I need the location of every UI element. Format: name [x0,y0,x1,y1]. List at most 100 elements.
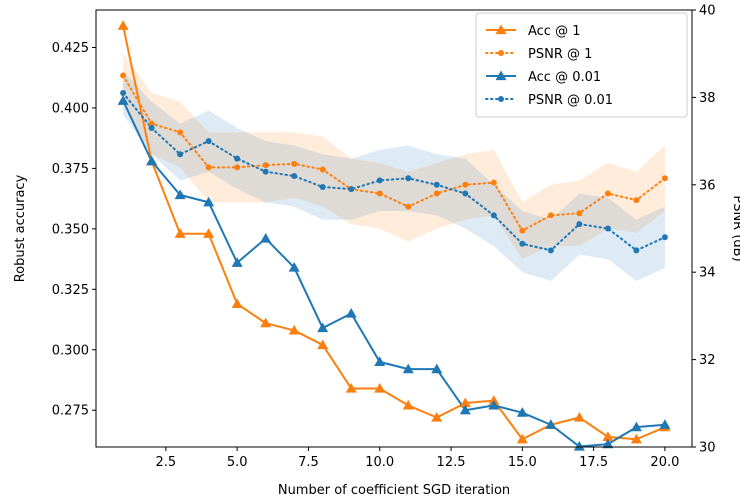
data-point [120,90,127,97]
data-point [203,196,215,207]
y-axis-label: Robust accuracy [13,174,28,282]
data-point [661,234,668,241]
data-point [148,120,155,127]
data-point [402,363,414,374]
data-point [348,186,355,193]
x-tick-label: 12.5 [437,455,466,470]
data-point [174,228,186,238]
data-point [262,168,269,175]
data-point [177,129,184,136]
y2-tick-label: 36 [699,178,716,193]
data-point [231,257,243,267]
y2-tick-label: 40 [699,4,716,19]
legend-label: PSNR @ 0.01 [528,93,613,108]
data-point [516,407,528,417]
data-point [661,175,668,182]
data-point [376,190,383,197]
data-point [576,221,583,228]
y2-tick-label: 32 [699,353,716,368]
data-point [291,160,298,167]
data-point [488,399,500,410]
y-tick-label: 0.300 [52,343,89,358]
x-tick-label: 10.0 [365,455,394,470]
data-point [459,397,471,408]
data-point [317,339,329,350]
data-point [120,72,127,79]
data-point [291,173,298,180]
y2-tick-label: 38 [699,91,716,106]
data-point [177,151,184,158]
data-point [633,247,640,254]
data-point [260,233,272,243]
data-point [402,399,414,410]
x-tick-label: 20.0 [650,455,679,470]
data-point [604,225,611,232]
data-point [234,155,241,162]
data-point [203,228,215,238]
x-tick-label: 5.0 [227,455,248,470]
legend-marker [498,50,504,56]
data-point [547,212,554,219]
data-point [462,190,469,197]
data-point [231,298,243,308]
legend-box [475,12,688,118]
legend-label: PSNR @ 1 [528,47,592,62]
data-point [630,421,642,432]
y-tick-label: 0.325 [52,283,89,298]
series-line-2 [122,100,665,448]
axes: 2.5 5.0 7.5 10.0 12.5 15.0 17.5 20.0 0.275 0.300 0… [52,4,716,471]
data-point [433,190,440,197]
data-point [117,20,129,30]
legend-marker [498,96,504,102]
data-point [519,240,526,247]
data-point [488,395,500,405]
data-point [376,177,383,184]
series-lines [122,25,666,448]
data-point [260,317,272,328]
data-point [659,419,671,429]
data-point [288,324,300,335]
data-point [573,441,585,451]
data-point [519,227,526,234]
data-point [576,210,583,217]
confidence-bands [123,53,665,281]
y-tick-label: 0.425 [52,41,89,56]
data-point [319,166,326,173]
data-point [573,411,585,422]
y2-tick-label: 34 [699,266,716,281]
data-point [345,308,357,318]
data-point [374,382,386,393]
x-tick-label: 17.5 [579,455,608,470]
data-point [431,363,443,374]
legend: Acc @ 1 PSNR @ 1 Acc @ 0.01 PSNR @ 0.01 [475,12,688,118]
legend-label: Acc @ 1 [528,24,581,39]
data-point [205,164,212,171]
y-tick-label: 0.400 [52,101,89,116]
data-point [117,95,129,105]
data-point [374,356,386,366]
series-markers [117,20,671,451]
data-point [633,197,640,204]
series-line-0 [122,25,666,441]
x-tick-label: 7.5 [298,455,319,470]
y2-axis-label: PSNR (dB) [730,195,740,261]
data-point [545,419,557,429]
data-point [345,382,357,393]
data-point [174,189,186,200]
y-tick-label: 0.350 [52,222,89,237]
series-line-1 [122,74,666,232]
data-point [405,203,412,210]
legend-label: Acc @ 0.01 [528,70,601,85]
data-point [602,431,614,441]
data-point [205,138,212,145]
data-point [431,411,443,422]
legend-marker [495,70,507,81]
data-point [405,175,412,182]
data-point [288,262,300,272]
x-tick-label: 15.0 [508,455,537,470]
data-point [148,124,155,131]
data-point [459,404,471,415]
series-line-3 [122,92,666,252]
y2-tick-label: 30 [699,441,716,456]
